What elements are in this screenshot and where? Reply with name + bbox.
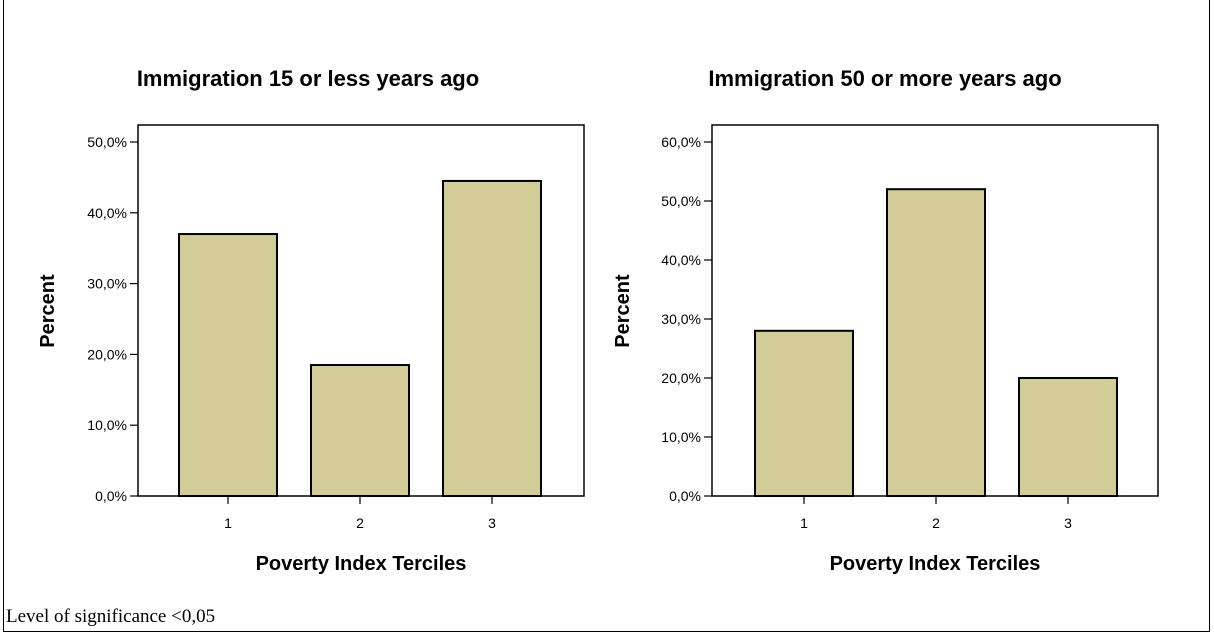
- y-tick-label: 30,0%: [87, 276, 127, 292]
- chart-title: Immigration 15 or less years ago: [137, 66, 479, 91]
- x-tick-label: 2: [356, 515, 364, 531]
- bars: [754, 188, 1118, 497]
- y-tick-label: 10,0%: [87, 417, 127, 433]
- y-axis-label: Percent: [612, 274, 634, 348]
- y-tick-label: 50,0%: [87, 134, 127, 150]
- x-tick-label: 2: [932, 515, 940, 531]
- y-tick-label: 10,0%: [661, 429, 701, 445]
- y-tick-label: 30,0%: [661, 311, 701, 327]
- bar-1: [754, 329, 854, 497]
- bars: [178, 179, 542, 497]
- bar-2: [886, 188, 986, 497]
- bar-3: [1018, 377, 1118, 497]
- y-ticks: 0,0% 10,0% 20,0% 30,0% 40,0% 50,0%: [87, 134, 138, 504]
- x-ticks: 1 2 3: [224, 496, 496, 531]
- y-tick-label: 50,0%: [661, 193, 701, 209]
- x-tick-label: 1: [224, 515, 232, 531]
- x-tick-label: 1: [800, 515, 808, 531]
- bar-2: [310, 364, 410, 497]
- y-tick-label: 40,0%: [661, 252, 701, 268]
- chart-title: Immigration 50 or more years ago: [708, 66, 1061, 91]
- chart-immigration-50-or-more: Immigration 50 or more years ago Poverty…: [612, 66, 1159, 575]
- y-axis-label: Percent: [37, 274, 59, 348]
- significance-footnote: Level of significance <0,05: [6, 606, 216, 627]
- x-tick-label: 3: [488, 515, 496, 531]
- y-ticks: 0,0% 10,0% 20,0% 30,0% 40,0% 50,0% 60,0%: [661, 134, 712, 504]
- y-tick-label: 40,0%: [87, 205, 127, 221]
- bar-3: [442, 179, 542, 497]
- x-tick-label: 3: [1064, 515, 1072, 531]
- y-tick-label: 0,0%: [95, 488, 127, 504]
- x-axis-label: Poverty Index Terciles: [256, 553, 467, 575]
- y-tick-label: 20,0%: [661, 370, 701, 386]
- x-ticks: 1 2 3: [800, 496, 1072, 531]
- y-tick-label: 60,0%: [661, 134, 701, 150]
- x-axis-label: Poverty Index Terciles: [830, 553, 1041, 575]
- y-tick-label: 20,0%: [87, 346, 127, 362]
- chart-immigration-15-or-less: Immigration 15 or less years ago Poverty…: [37, 66, 585, 575]
- y-tick-label: 0,0%: [669, 488, 701, 504]
- bar-1: [178, 233, 278, 497]
